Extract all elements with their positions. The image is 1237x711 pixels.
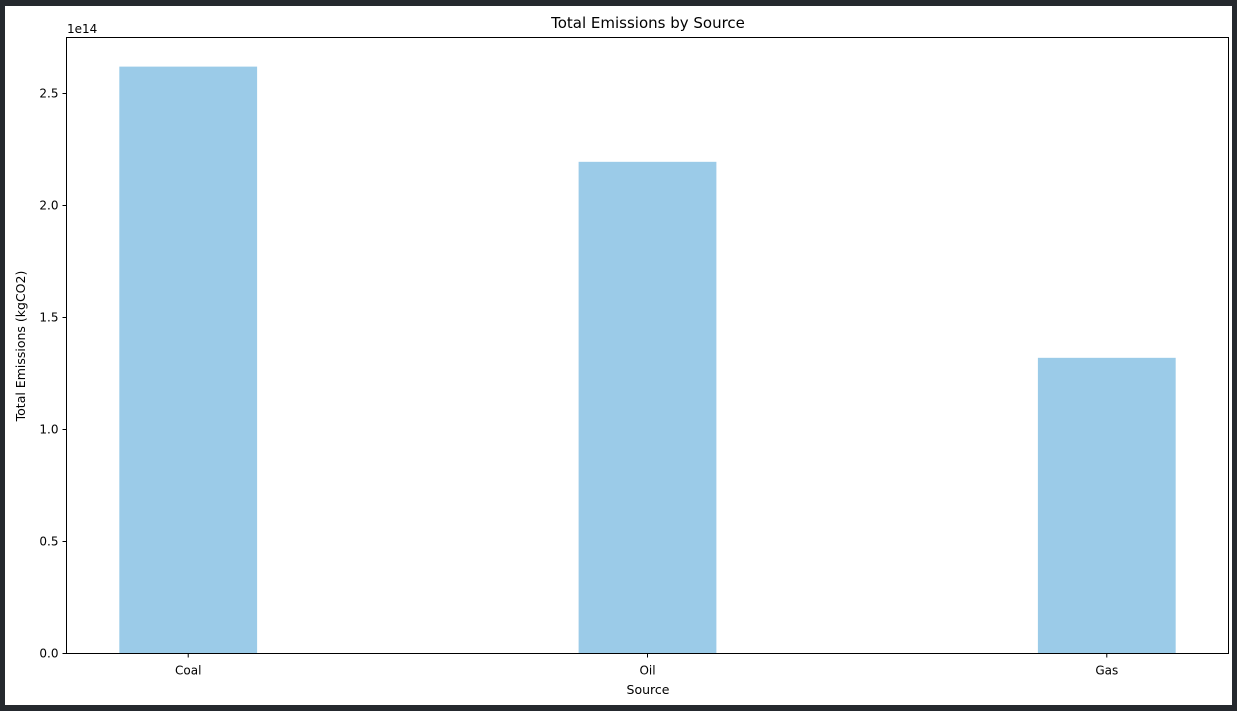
- bar-coal: [119, 66, 258, 654]
- x-ticks-group: Coal Oil Gas: [175, 653, 1118, 678]
- y-tick-label: 1.0: [39, 423, 58, 437]
- bar-gas: [1037, 357, 1176, 654]
- y-tick-label: 0.0: [39, 647, 58, 661]
- y-tick-label: 2.0: [39, 199, 58, 213]
- y-tick-label: 2.5: [39, 87, 58, 101]
- x-axis-label: Source: [627, 682, 670, 697]
- bars-group: [119, 66, 1176, 654]
- y-tick-label: 1.5: [39, 311, 58, 325]
- plot-frame: [66, 37, 1229, 654]
- y-axis-offset-text: 1e14: [67, 22, 97, 36]
- x-tick-label-coal: Coal: [175, 664, 201, 678]
- bar-chart: Total Emissions by Source 1e14 0.0 0.5 1.0…: [13, 14, 1229, 697]
- chart-title: Total Emissions by Source: [550, 14, 745, 32]
- x-tick-label-gas: Gas: [1095, 664, 1118, 678]
- bar-oil: [578, 161, 717, 654]
- y-tick-label: 0.5: [39, 535, 58, 549]
- chart-canvas: Total Emissions by Source 1e14 0.0 0.5 1.0…: [5, 6, 1232, 705]
- y-ticks-group: 0.0 0.5 1.0 1.5 2.0 2.5: [39, 87, 67, 661]
- y-axis-label: Total Emissions (kgCO2): [13, 271, 28, 423]
- x-tick-label-oil: Oil: [639, 664, 655, 678]
